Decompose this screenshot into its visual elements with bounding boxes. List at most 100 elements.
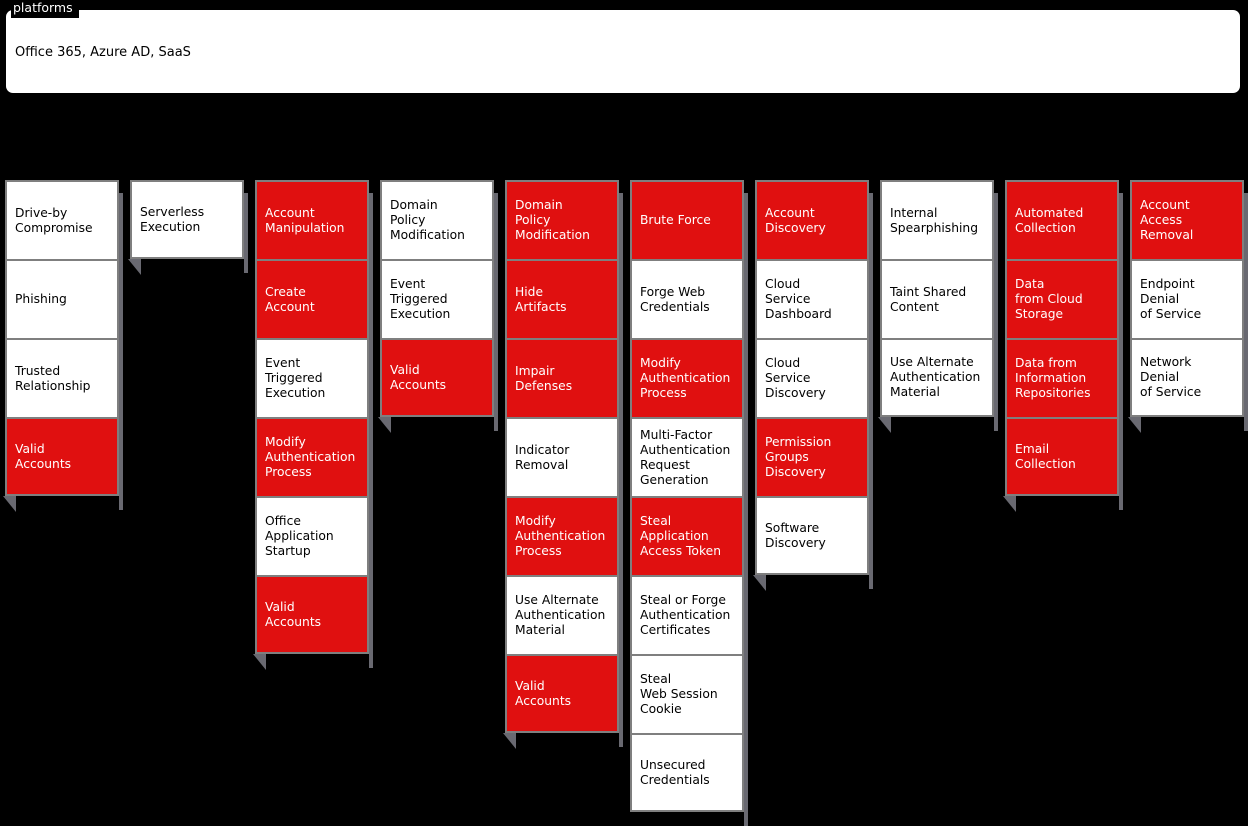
technique-cell[interactable]: Cloud Service Discovery — [755, 338, 869, 417]
technique-label: Serverless Execution — [140, 204, 205, 234]
technique-label: Network Denial of Service — [1140, 355, 1202, 399]
technique-label: Email Collection — [1015, 441, 1076, 471]
technique-cell[interactable]: Automated Collection — [1005, 180, 1119, 259]
tactic-column-5: Domain Policy Modification Hide Artifacts… — [503, 180, 623, 749]
technique-cell[interactable]: Phishing — [5, 259, 119, 338]
technique-label: Office Application Startup — [265, 514, 334, 558]
technique-cell[interactable]: Domain Policy Modification — [380, 180, 494, 259]
technique-label: Event Triggered Execution — [265, 356, 326, 400]
technique-label: Valid Accounts — [515, 678, 572, 708]
column-shadow-notch — [753, 575, 766, 591]
technique-label: Use Alternate Authentication Material — [890, 355, 981, 399]
column-shadow — [994, 193, 998, 431]
column-shadow — [1119, 193, 1123, 510]
technique-cell[interactable]: Hide Artifacts — [505, 259, 619, 338]
column-shadow-notch — [503, 733, 516, 749]
technique-label: Account Access Removal — [1140, 198, 1194, 242]
technique-label: Use Alternate Authentication Material — [515, 593, 606, 637]
technique-cell[interactable]: Steal Application Access Token — [630, 496, 744, 575]
technique-cell[interactable]: Endpoint Denial of Service — [1130, 259, 1244, 338]
technique-cell[interactable]: Trusted Relationship — [5, 338, 119, 417]
column-shadow — [619, 193, 623, 747]
technique-label: Data from Cloud Storage — [1015, 277, 1083, 321]
technique-cell[interactable]: Email Collection — [1005, 417, 1119, 496]
technique-label: Drive-by Compromise — [15, 205, 93, 235]
technique-cell[interactable]: Software Discovery — [755, 496, 869, 575]
technique-cell[interactable]: Valid Accounts — [505, 654, 619, 733]
technique-cell[interactable]: Valid Accounts — [255, 575, 369, 654]
technique-cell[interactable]: Data from Information Repositories — [1005, 338, 1119, 417]
column-shadow — [369, 193, 373, 668]
column-shadow-notch — [128, 259, 141, 275]
column-shadow — [1244, 193, 1248, 431]
column-shadow-notch — [253, 654, 266, 670]
tactic-column-4: Domain Policy Modification Event Triggere… — [378, 180, 498, 433]
technique-label: Valid Accounts — [265, 599, 322, 629]
technique-cell[interactable]: Event Triggered Execution — [380, 259, 494, 338]
technique-cell[interactable]: Multi-Factor Authentication Request Gene… — [630, 417, 744, 496]
technique-label: Modify Authentication Process — [515, 514, 606, 558]
technique-cell[interactable]: Domain Policy Modification — [505, 180, 619, 259]
technique-label: Taint Shared Content — [890, 284, 967, 314]
technique-label: Valid Accounts — [15, 441, 72, 471]
tactic-column-2: Serverless Execution — [128, 180, 248, 275]
technique-label: Hide Artifacts — [515, 284, 567, 314]
technique-cell[interactable]: Create Account — [255, 259, 369, 338]
technique-cell[interactable]: Valid Accounts — [380, 338, 494, 417]
technique-cell[interactable]: Steal Web Session Cookie — [630, 654, 744, 733]
technique-label: Modify Authentication Process — [640, 356, 731, 400]
technique-cell[interactable]: Modify Authentication Process — [505, 496, 619, 575]
technique-cell[interactable]: Indicator Removal — [505, 417, 619, 496]
tactic-column-7: Account Discovery Cloud Service Dashboard… — [753, 180, 873, 591]
technique-label: Cloud Service Discovery — [765, 356, 826, 400]
technique-label: Indicator Removal — [515, 442, 570, 472]
technique-label: Unsecured Credentials — [640, 757, 710, 787]
technique-cell[interactable]: Internal Spearphishing — [880, 180, 994, 259]
platforms-value: Office 365, Azure AD, SaaS — [15, 45, 191, 60]
technique-cell[interactable]: Unsecured Credentials — [630, 733, 744, 812]
column-shadow — [744, 193, 748, 826]
technique-cell[interactable]: Network Denial of Service — [1130, 338, 1244, 417]
technique-label: Domain Policy Modification — [390, 198, 465, 242]
tactic-column-3: Account Manipulation Create Account Event … — [253, 180, 373, 670]
technique-cell[interactable]: Impair Defenses — [505, 338, 619, 417]
column-shadow — [869, 193, 873, 589]
technique-cell[interactable]: Steal or Forge Authentication Certificat… — [630, 575, 744, 654]
technique-cell[interactable]: Account Access Removal — [1130, 180, 1244, 259]
technique-label: Software Discovery — [765, 520, 826, 550]
platforms-panel-label: platforms — [11, 0, 79, 18]
column-shadow-notch — [1003, 496, 1016, 512]
column-shadow-notch — [3, 496, 16, 512]
technique-cell[interactable]: Data from Cloud Storage — [1005, 259, 1119, 338]
column-shadow — [244, 193, 248, 273]
technique-cell[interactable]: Office Application Startup — [255, 496, 369, 575]
technique-label: Account Discovery — [765, 205, 826, 235]
technique-cell[interactable]: Use Alternate Authentication Material — [880, 338, 994, 417]
technique-label: Domain Policy Modification — [515, 198, 590, 242]
technique-label: Valid Accounts — [390, 362, 447, 392]
technique-label: Internal Spearphishing — [890, 205, 978, 235]
column-shadow — [119, 193, 123, 510]
column-shadow-notch — [378, 417, 391, 433]
technique-cell[interactable]: Forge Web Credentials — [630, 259, 744, 338]
technique-cell[interactable]: Modify Authentication Process — [630, 338, 744, 417]
technique-cell[interactable]: Event Triggered Execution — [255, 338, 369, 417]
technique-cell[interactable]: Account Manipulation — [255, 180, 369, 259]
technique-label: Brute Force — [640, 213, 711, 227]
technique-cell[interactable]: Brute Force — [630, 180, 744, 259]
technique-cell[interactable]: Valid Accounts — [5, 417, 119, 496]
tactic-column-10: Account Access Removal Endpoint Denial of… — [1128, 180, 1248, 433]
technique-cell[interactable]: Cloud Service Dashboard — [755, 259, 869, 338]
technique-label: Automated Collection — [1015, 205, 1084, 235]
technique-cell[interactable]: Modify Authentication Process — [255, 417, 369, 496]
technique-cell[interactable]: Permission Groups Discovery — [755, 417, 869, 496]
technique-label: Modify Authentication Process — [265, 435, 356, 479]
technique-cell[interactable]: Serverless Execution — [130, 180, 244, 259]
technique-cell[interactable]: Drive-by Compromise — [5, 180, 119, 259]
technique-label: Phishing — [15, 292, 67, 306]
technique-cell[interactable]: Use Alternate Authentication Material — [505, 575, 619, 654]
technique-label: Multi-Factor Authentication Request Gene… — [640, 427, 731, 487]
technique-cell[interactable]: Taint Shared Content — [880, 259, 994, 338]
technique-cell[interactable]: Account Discovery — [755, 180, 869, 259]
